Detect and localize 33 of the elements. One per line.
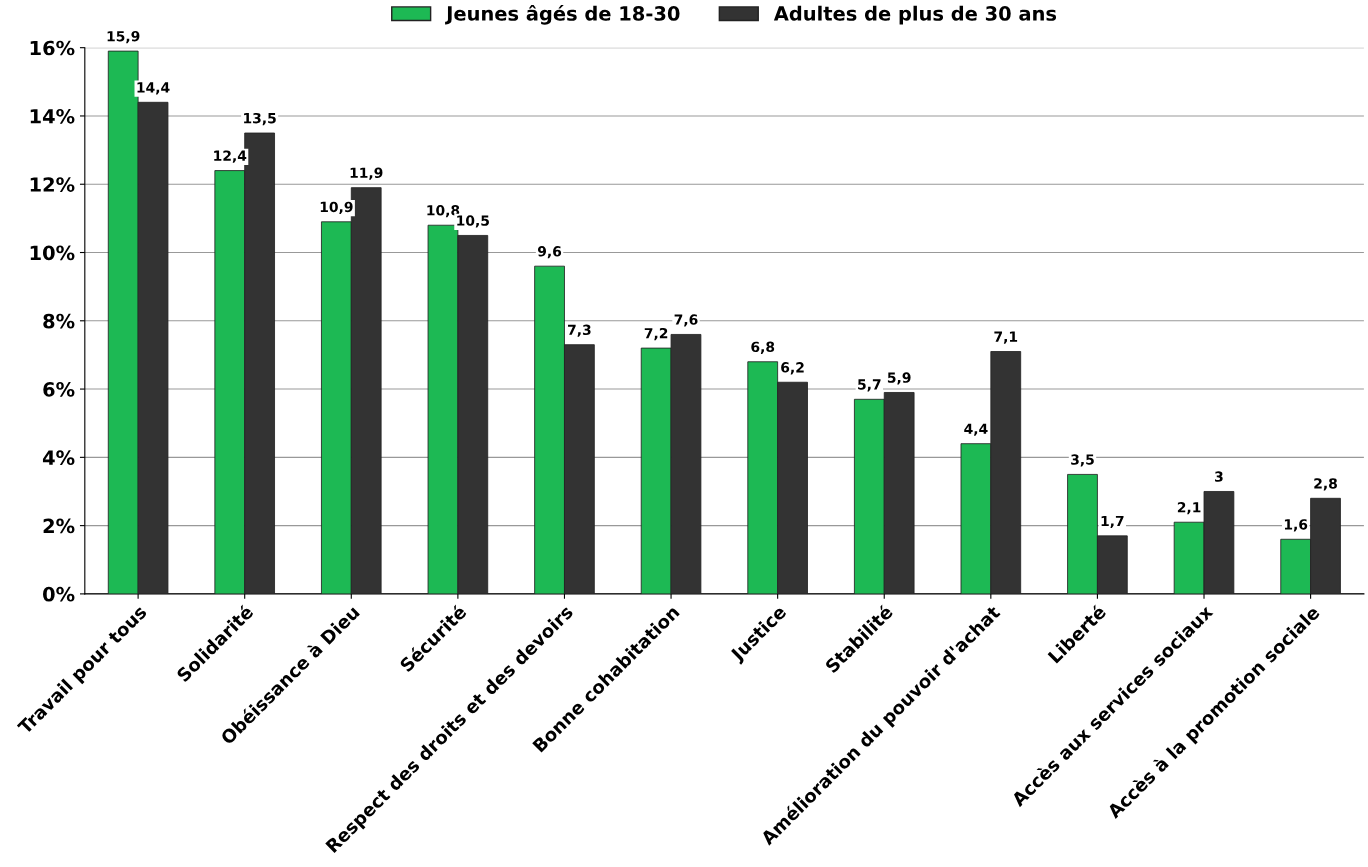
y-tick-label: 8% bbox=[43, 313, 75, 329]
data-label: 13,5 bbox=[244, 112, 276, 126]
data-label: 7,3 bbox=[568, 324, 591, 337]
data-label: 9,6 bbox=[537, 246, 562, 259]
y-tick-label: 0% bbox=[43, 586, 75, 602]
data-label: 5,9 bbox=[887, 372, 911, 385]
data-label: 3,5 bbox=[1071, 454, 1094, 467]
data-label: 11,9 bbox=[350, 167, 383, 180]
data-label: 7,2 bbox=[644, 327, 668, 341]
data-label: 15,9 bbox=[107, 30, 140, 44]
data-label: 5,7 bbox=[858, 379, 881, 392]
data-label: 3 bbox=[1215, 471, 1223, 482]
y-tick-label: 10% bbox=[30, 245, 75, 261]
data-label: 1,6 bbox=[1284, 519, 1308, 532]
data-label: 7,6 bbox=[674, 314, 698, 327]
y-tick-label: 16% bbox=[30, 40, 75, 56]
data-label: 10,9 bbox=[320, 201, 353, 214]
data-label: 2,1 bbox=[1177, 502, 1201, 515]
y-tick-label: 12% bbox=[30, 177, 75, 192]
data-label: 7,1 bbox=[994, 331, 1018, 344]
y-tick-label: 4% bbox=[42, 450, 75, 466]
y-tick-label: 14% bbox=[30, 108, 75, 124]
data-label: 4,4 bbox=[964, 423, 988, 436]
legend-label: Adultes de plus de 30 ans bbox=[773, 5, 1057, 25]
data-label: 14,4 bbox=[137, 82, 170, 95]
y-tick-label: 6% bbox=[43, 382, 75, 397]
data-label: 1,7 bbox=[1101, 515, 1124, 528]
data-label: 2,8 bbox=[1314, 478, 1337, 491]
y-tick-label: 2% bbox=[43, 518, 75, 534]
data-label: 6,8 bbox=[751, 341, 775, 354]
legend-label: Jeunes âgés de 18-30 bbox=[445, 4, 680, 25]
data-label: 6,2 bbox=[781, 362, 804, 375]
data-label: 12,4 bbox=[214, 150, 247, 163]
